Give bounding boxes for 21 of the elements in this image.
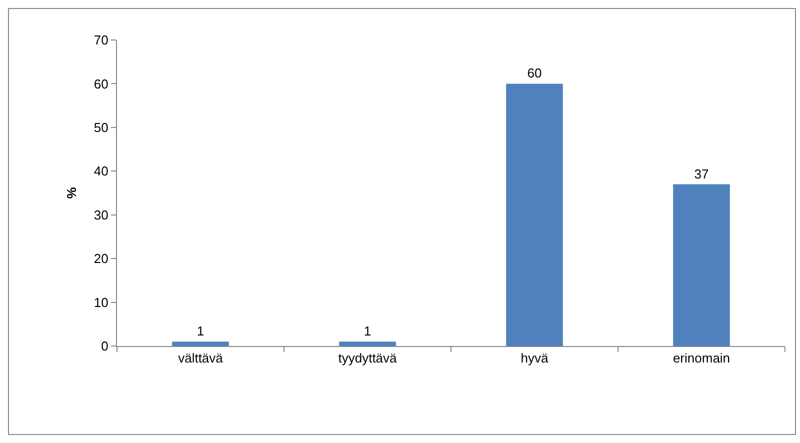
y-tick-label: 70 [94, 32, 108, 48]
y-tick-label: 30 [94, 207, 108, 222]
x-tick-label: välttävä [178, 350, 224, 366]
y-tick-label: 60 [94, 76, 108, 92]
bar [172, 342, 229, 346]
y-tick-label: 20 [94, 251, 108, 266]
bar [506, 84, 563, 346]
y-axis-title: % [64, 186, 79, 199]
x-tick-label: hyvä [520, 350, 549, 366]
x-tick-label: tyydyttävä [338, 350, 398, 366]
data-label: 37 [694, 166, 709, 182]
x-tick-label: erinomain [672, 350, 730, 366]
data-label: 60 [527, 66, 542, 81]
y-tick-label: 50 [94, 120, 108, 135]
y-tick-label: 40 [94, 164, 108, 179]
y-tick-label: 10 [94, 294, 108, 310]
bar [339, 342, 396, 346]
data-label: 1 [364, 324, 372, 339]
data-label: 1 [196, 324, 204, 339]
bar [673, 184, 730, 346]
y-tick-label: 0 [101, 338, 108, 354]
